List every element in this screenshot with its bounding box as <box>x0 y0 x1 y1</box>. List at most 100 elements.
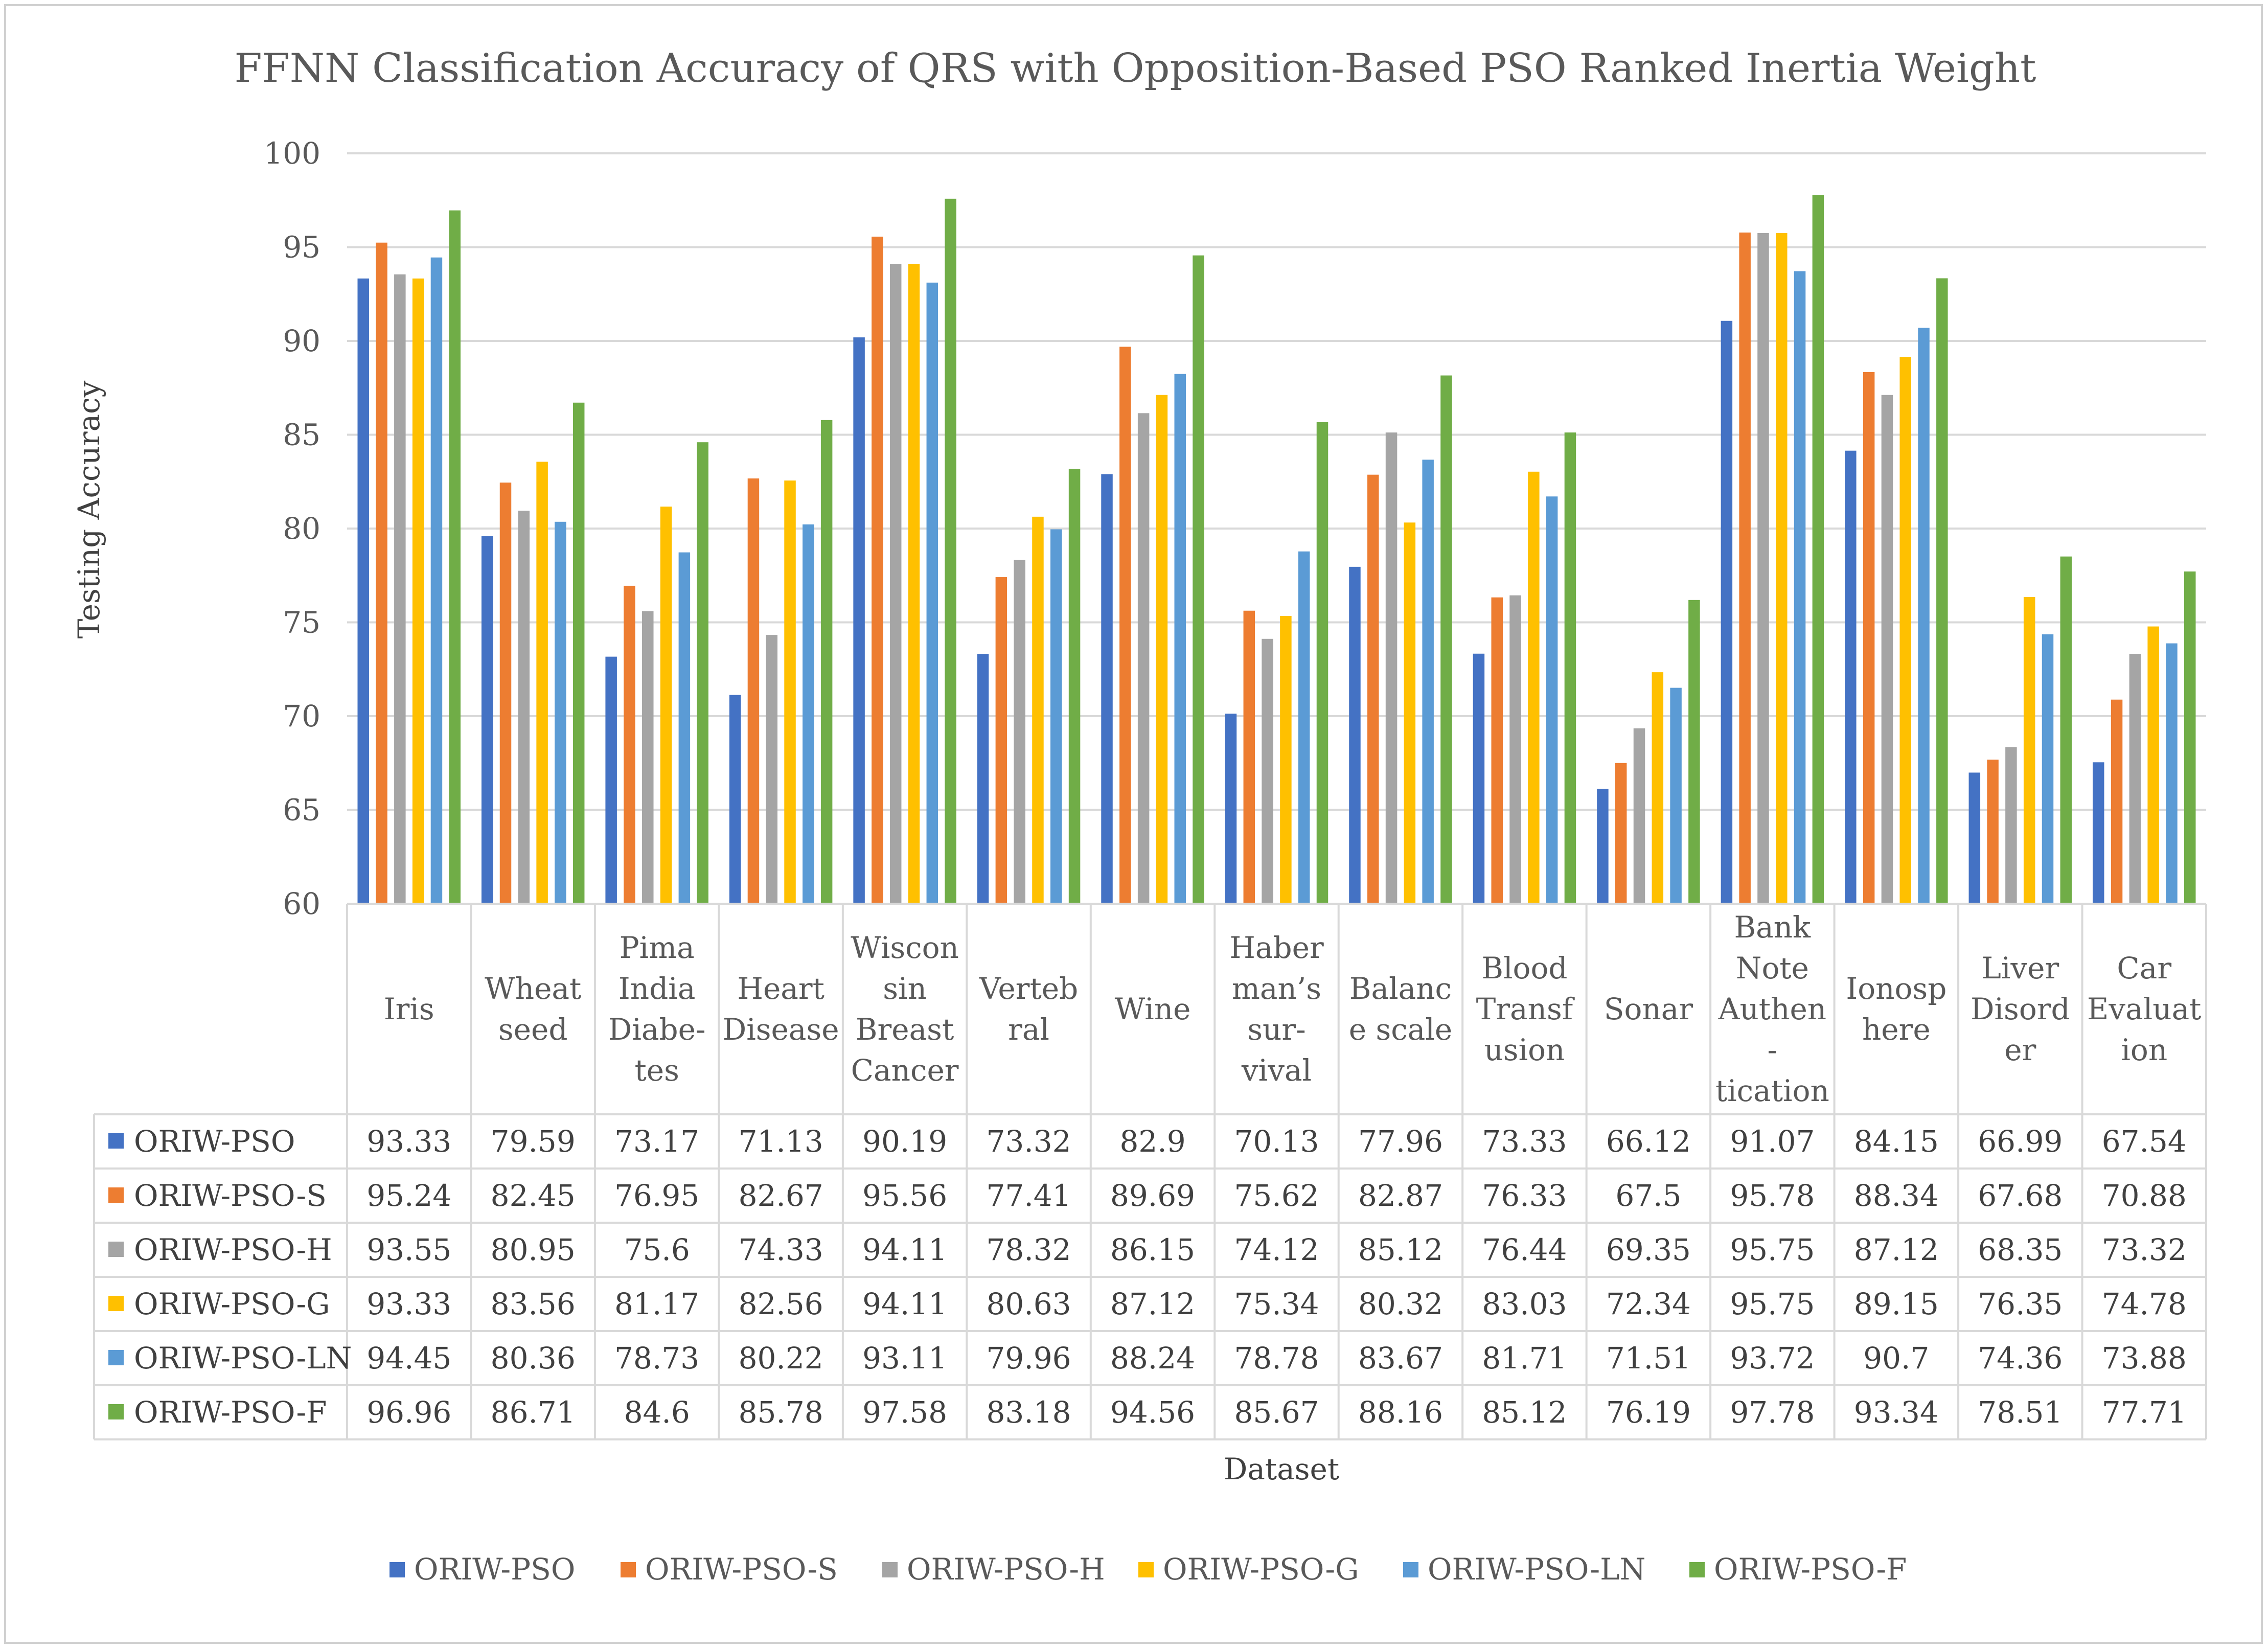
table-cell-value: 73.17 <box>614 1124 699 1159</box>
legend-swatch <box>1138 1562 1154 1577</box>
bar <box>1119 347 1131 904</box>
y-tick-label: 75 <box>283 605 320 640</box>
table-cell-value: 84.15 <box>1854 1124 1939 1159</box>
bar <box>2042 634 2054 904</box>
category-label: Balanc e scale <box>1349 971 1452 1047</box>
bar <box>766 635 777 904</box>
table-cell-value: 95.78 <box>1730 1178 1815 1213</box>
category-label: Liver Disord er <box>1971 951 2070 1067</box>
bar <box>1597 789 1609 904</box>
table-cell-value: 88.34 <box>1854 1178 1939 1213</box>
table-cell-value: 77.41 <box>987 1178 1071 1213</box>
bar <box>1509 595 1521 904</box>
table-cell-value: 94.11 <box>862 1232 947 1267</box>
bar <box>642 611 654 904</box>
table-cell-value: 80.95 <box>491 1232 576 1267</box>
bar <box>605 656 617 904</box>
bar <box>1262 638 1273 904</box>
table-cell-value: 85.12 <box>1482 1395 1567 1430</box>
table-cell-value: 74.12 <box>1234 1232 1319 1267</box>
table-cell-value: 70.13 <box>1234 1124 1319 1159</box>
bar <box>536 462 548 904</box>
table-cell-value: 88.24 <box>1110 1341 1195 1376</box>
x-axis-label: Dataset <box>1224 1452 1339 1486</box>
category-label: Wheat seed <box>485 971 581 1047</box>
bar <box>394 274 406 904</box>
table-cell-value: 80.36 <box>491 1341 576 1376</box>
bar <box>729 695 741 904</box>
table-cell-value: 76.19 <box>1606 1395 1691 1430</box>
table-cell-value: 93.55 <box>366 1232 451 1267</box>
chart-frame: FFNN Classification Accuracy of QRS with… <box>4 4 2263 1644</box>
bar <box>1546 496 1558 904</box>
bar <box>889 264 902 904</box>
bar <box>977 654 989 904</box>
table-cell-value: 79.59 <box>491 1124 576 1159</box>
bar <box>1633 728 1645 904</box>
legend-swatch <box>621 1562 636 1577</box>
table-cell-value: 82.67 <box>739 1178 823 1213</box>
bar <box>1137 413 1150 904</box>
table-cell-value: 67.68 <box>1978 1178 2063 1213</box>
table-cell-value: 82.56 <box>739 1287 823 1321</box>
bar <box>1936 278 1948 904</box>
category-label: Verteb ral <box>979 971 1078 1047</box>
bar <box>995 577 1007 904</box>
bar <box>660 507 672 904</box>
table-series-key <box>108 1404 124 1419</box>
table-series-key <box>108 1187 124 1203</box>
bar <box>1968 772 1981 904</box>
table-cell-value: 71.13 <box>739 1124 823 1159</box>
bar <box>1385 432 1398 904</box>
bar <box>678 552 691 904</box>
legend-entry: ORIW-PSO-G <box>1163 1552 1359 1587</box>
bar <box>1845 450 1857 904</box>
table-cell-value: 68.35 <box>1978 1232 2063 1267</box>
y-tick-label: 80 <box>283 511 320 546</box>
table-cell-value: 75.34 <box>1234 1287 1319 1321</box>
bar <box>499 483 512 904</box>
bars <box>357 195 2196 904</box>
bar <box>1014 560 1025 904</box>
table-series-name: ORIW-PSO-H <box>134 1232 332 1267</box>
bar <box>2147 626 2159 904</box>
bar <box>747 478 760 904</box>
bar <box>926 282 938 904</box>
category-label: Iris <box>384 992 434 1026</box>
table-series-name: ORIW-PSO-S <box>134 1178 327 1213</box>
bar <box>872 236 883 904</box>
bar <box>449 210 461 904</box>
table-cell-value: 83.67 <box>1358 1341 1443 1376</box>
legend: ORIW-PSO ORIW-PSO-S ORIW-PSO-H ORIW-PSO-G OR… <box>390 1552 1907 1587</box>
bar <box>1225 714 1237 904</box>
y-tick-label: 85 <box>283 418 320 452</box>
table-cell-value: 93.33 <box>366 1287 451 1321</box>
table-cell-value: 93.11 <box>862 1341 947 1376</box>
table-cell-value: 76.44 <box>1482 1232 1567 1267</box>
table-cell-value: 95.75 <box>1730 1287 1815 1321</box>
bar <box>1757 233 1769 904</box>
bar <box>1101 474 1113 904</box>
bar <box>1776 233 1788 904</box>
bar <box>1881 395 1893 904</box>
bar <box>430 257 443 904</box>
bar <box>820 420 833 904</box>
table-cell-value: 76.35 <box>1978 1287 2063 1321</box>
bar <box>412 278 424 904</box>
table-cell-value: 73.88 <box>2102 1341 2187 1376</box>
bar <box>1739 232 1751 904</box>
table-cell-value: 76.33 <box>1482 1178 1567 1213</box>
legend-entry: ORIW-PSO-S <box>645 1552 838 1587</box>
table-cell-value: 67.5 <box>1615 1178 1681 1213</box>
bar <box>1688 600 1700 904</box>
table-cell-value: 90.7 <box>1863 1341 1929 1376</box>
table-cell-value: 69.35 <box>1606 1232 1691 1267</box>
table-cell-value: 66.12 <box>1606 1124 1691 1159</box>
bar <box>624 585 635 904</box>
y-tick-label: 65 <box>283 793 320 828</box>
table-cell-value: 82.45 <box>491 1178 576 1213</box>
table-cell-value: 78.78 <box>1234 1341 1319 1376</box>
table-cell-value: 71.51 <box>1606 1341 1691 1376</box>
table-series-key <box>108 1133 124 1149</box>
category-label: Wiscon sin Breast Cancer <box>851 930 959 1088</box>
